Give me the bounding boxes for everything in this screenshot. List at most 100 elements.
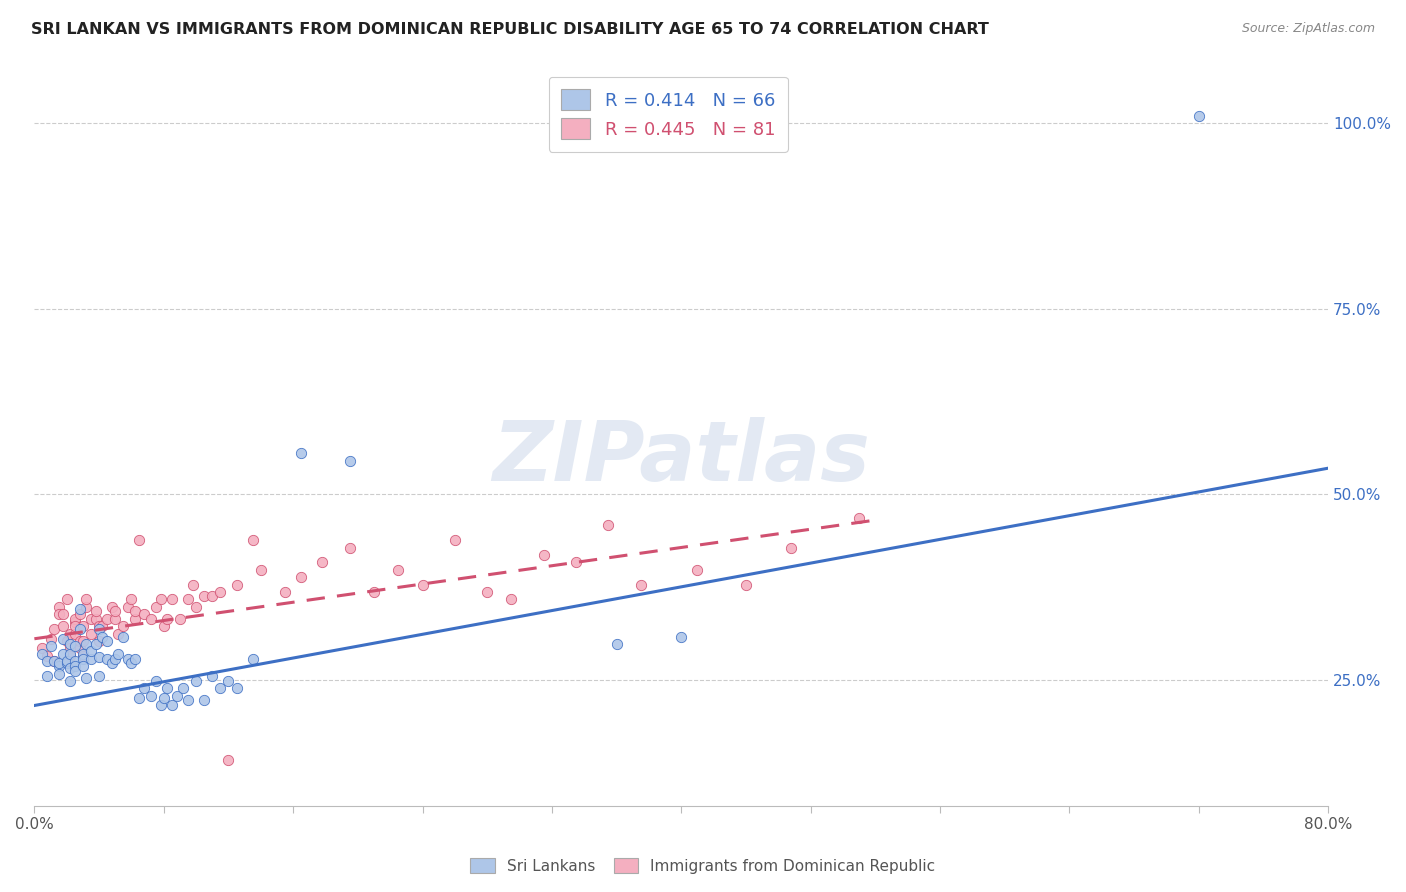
Point [134,607,156,622]
Point [55,654,77,668]
Point [101,599,124,614]
Point [63,654,86,668]
Point [242,533,264,548]
Point [91,630,114,644]
Point [84,612,107,626]
Point [363,585,385,599]
Point [156,681,179,696]
Point [91,619,114,633]
Point [124,652,146,666]
Point [145,673,167,688]
Point [274,585,297,599]
Point [80,612,103,626]
Point [117,652,139,666]
Point [37,669,59,683]
Point [55,592,77,607]
Point [80,652,103,666]
Point [107,647,129,661]
Point [59,637,82,651]
Point [209,681,232,696]
Point [177,693,200,707]
Point [75,592,97,607]
Point [311,555,333,569]
Point [339,541,361,555]
Point [290,446,312,460]
Point [75,671,97,685]
Point [339,454,361,468]
Point [225,681,247,696]
Point [290,570,312,584]
Point [120,657,142,671]
Point [39,632,62,646]
Point [848,511,870,525]
Point [193,693,215,707]
Point [152,691,174,706]
Point [59,673,82,688]
Point [59,641,82,656]
Point [84,604,107,618]
Point [52,632,75,646]
Point [31,641,53,656]
Point [217,673,239,688]
Point [201,669,224,683]
Point [72,652,94,666]
Point [181,577,204,591]
Point [75,637,97,651]
Point [128,691,150,706]
Point [101,657,124,671]
Point [1188,109,1211,123]
Text: Source: ZipAtlas.com: Source: ZipAtlas.com [1241,22,1375,36]
Point [145,599,167,614]
Point [69,622,91,636]
Point [780,541,803,555]
Point [72,619,94,633]
Point [84,637,107,651]
Point [387,563,409,577]
Point [169,612,191,626]
Point [37,648,59,663]
Point [63,639,86,653]
Point [735,577,758,591]
Point [80,644,103,658]
Point [630,577,652,591]
Point [149,698,172,713]
Point [72,659,94,673]
Point [59,648,82,663]
Point [184,599,207,614]
Point [59,626,82,640]
Point [128,533,150,548]
Point [193,590,215,604]
Point [63,612,86,626]
Point [69,607,91,622]
Text: SRI LANKAN VS IMMIGRANTS FROM DOMINICAN REPUBLIC DISABILITY AGE 65 TO 74 CORRELA: SRI LANKAN VS IMMIGRANTS FROM DOMINICAN … [31,22,988,37]
Point [63,615,86,629]
Point [152,619,174,633]
Point [242,652,264,666]
Point [87,650,110,665]
Point [209,585,232,599]
Point [107,626,129,640]
Point [63,626,86,640]
Point [63,664,86,678]
Point [598,518,620,533]
Point [48,657,70,671]
Point [412,577,434,591]
Point [112,630,135,644]
Point [444,533,467,548]
Point [72,634,94,648]
Point [149,592,172,607]
Point [217,753,239,767]
Point [48,666,70,681]
Point [42,622,65,636]
Point [87,634,110,648]
Point [72,648,94,663]
Point [156,612,179,626]
Point [120,592,142,607]
Point [72,647,94,661]
Point [501,592,523,607]
Point [565,555,588,569]
Point [225,577,247,591]
Point [671,630,693,644]
Point [48,659,70,673]
Point [87,669,110,683]
